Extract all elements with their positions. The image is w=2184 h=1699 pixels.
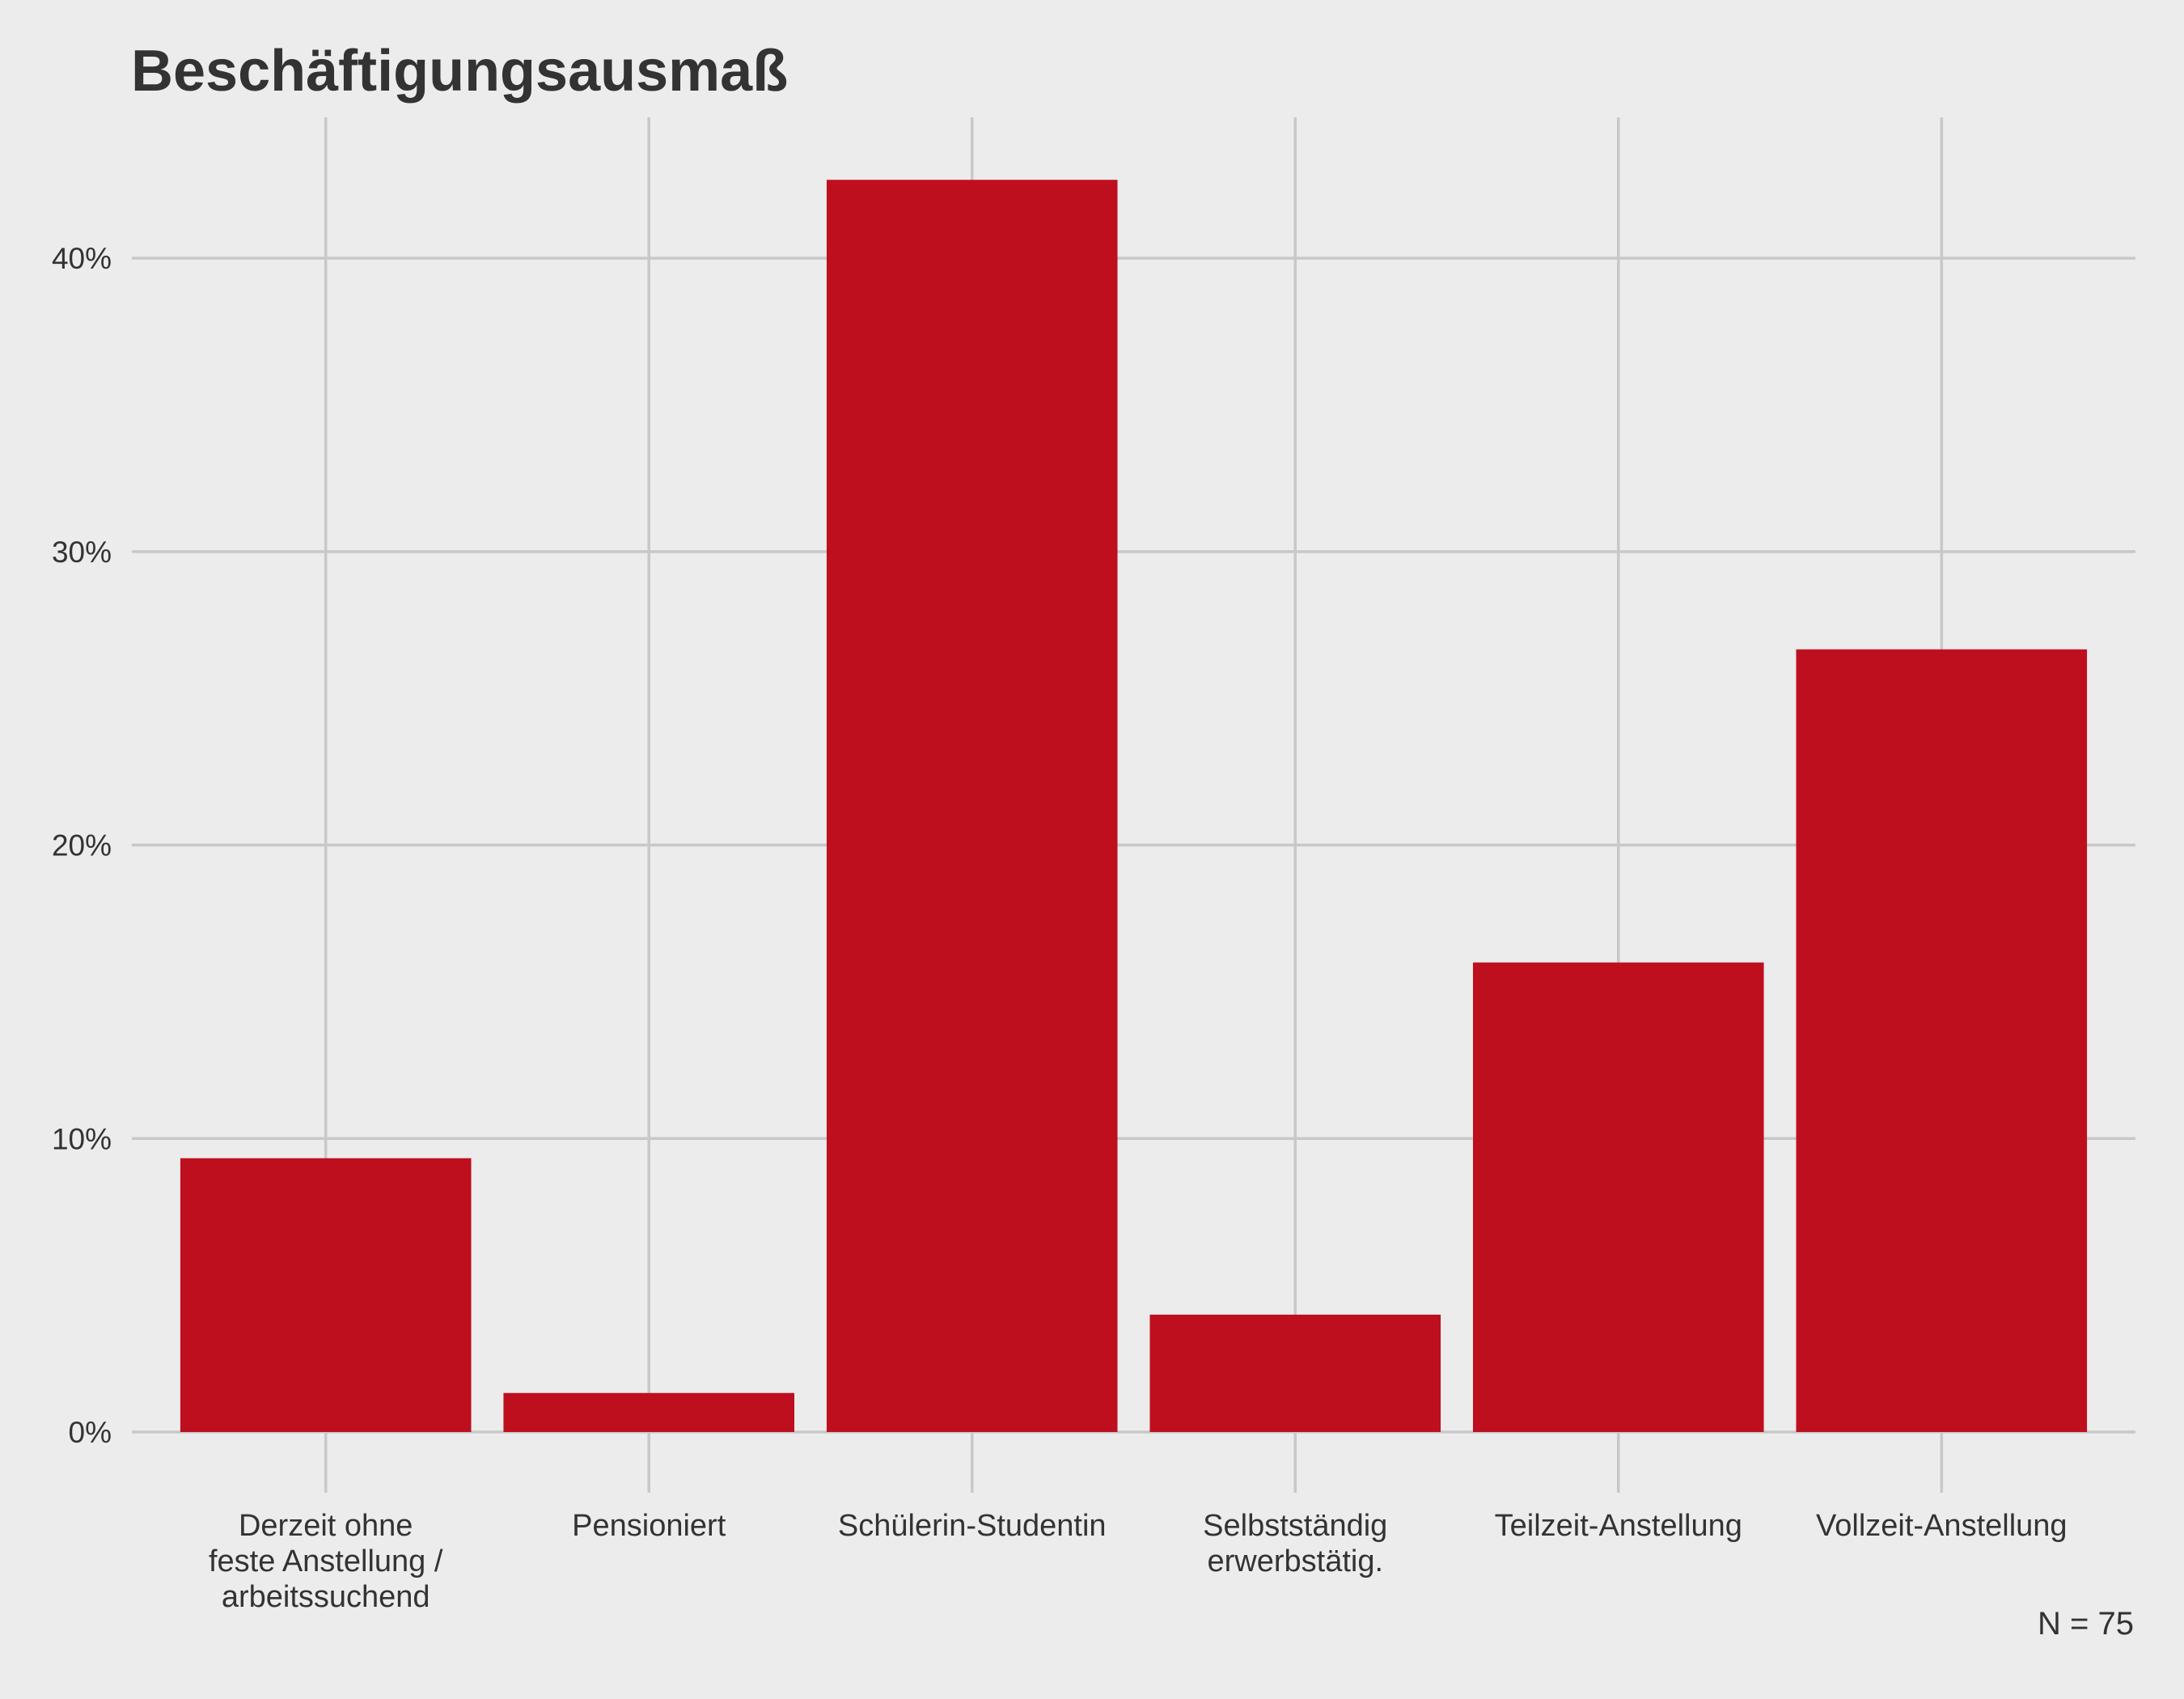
- bar: [180, 1158, 472, 1432]
- x-tick-label-line: Derzeit ohne: [239, 1509, 413, 1543]
- x-tick-label-line: arbeitssuchend: [222, 1580, 430, 1614]
- x-tick-label-line: feste Anstellung /: [209, 1544, 443, 1578]
- y-tick-label: 20%: [52, 829, 112, 862]
- bar: [503, 1392, 795, 1432]
- labels-layer: Derzeit ohne feste Anstellung / arbeitssuc…: [209, 1509, 2068, 1614]
- x-tick-label: Schülerin-Studentin: [838, 1509, 1107, 1543]
- y-tick-label: 10%: [52, 1122, 112, 1155]
- x-tick-label-line: Vollzeit-Anstellung: [1816, 1509, 2068, 1543]
- ticks-layer: 0% 10% 20% 30% 40%: [52, 242, 112, 1449]
- y-tick-label: 30%: [52, 536, 112, 569]
- x-tick-label: Selbstständig erwerbstätig.: [1203, 1509, 1387, 1578]
- x-tick-label: Teilzeit-Anstellung: [1495, 1509, 1742, 1543]
- x-tick-label-line: Selbstständig: [1203, 1509, 1387, 1543]
- x-tick-label-line: Pensioniert: [572, 1509, 726, 1543]
- sample-size-caption: N = 75: [2038, 1606, 2134, 1642]
- y-tick-label: 40%: [52, 242, 112, 275]
- bar: [1149, 1314, 1441, 1432]
- bars-layer: [180, 180, 2088, 1433]
- x-tick-label: Vollzeit-Anstellung: [1816, 1509, 2068, 1543]
- x-tick-label-line: Teilzeit-Anstellung: [1495, 1509, 1742, 1543]
- x-tick-label-line: erwerbstätig.: [1207, 1544, 1383, 1578]
- x-tick-label: Pensioniert: [572, 1509, 726, 1543]
- chart-title: Beschäftigungsausmaß: [131, 39, 788, 104]
- bar: [1796, 649, 2088, 1432]
- bar: [826, 180, 1118, 1433]
- y-tick-label: 0%: [69, 1416, 112, 1449]
- x-tick-label: Derzeit ohne feste Anstellung / arbeitssuc…: [209, 1509, 443, 1614]
- x-tick-label-line: Schülerin-Studentin: [838, 1509, 1107, 1543]
- bar: [1472, 962, 1764, 1432]
